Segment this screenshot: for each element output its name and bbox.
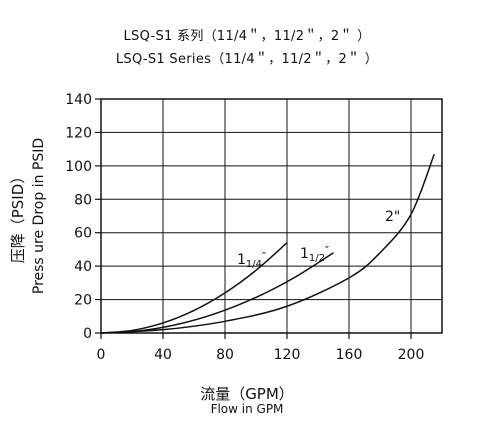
x-tick-label: 80 bbox=[216, 347, 234, 363]
x-axis-label-cn: 流量（GPM） bbox=[200, 385, 294, 403]
x-axis-label-en: Flow in GPM bbox=[210, 402, 284, 416]
series-curves bbox=[100, 153, 435, 334]
series-curve bbox=[100, 242, 288, 334]
y-tick-label: 20 bbox=[74, 293, 92, 309]
x-tick-label: 40 bbox=[154, 347, 172, 363]
y-tick-label: 60 bbox=[74, 226, 92, 242]
series-curve bbox=[100, 153, 435, 334]
axis-ticks: 0 20 40 60 80 100 120 140 0 40 80 120 160 200 bbox=[65, 92, 424, 363]
x-tick-label: 120 bbox=[274, 347, 301, 363]
y-tick-label: 40 bbox=[74, 259, 92, 275]
y-tick-label: 80 bbox=[74, 192, 92, 208]
x-tick-label: 160 bbox=[336, 347, 363, 363]
plot-frame bbox=[100, 98, 443, 334]
y-axis-label-cn: 压降（PSID） bbox=[9, 169, 27, 264]
series-labels: 11/4″ 11/2″ 2" bbox=[237, 209, 400, 270]
y-tick-label: 100 bbox=[65, 159, 92, 175]
series-label: 11/2″ bbox=[300, 244, 329, 264]
chart-title-en: LSQ-S1 Series（11/4＂，11/2＂，2＂ ） bbox=[115, 52, 379, 67]
y-tick-label: 0 bbox=[83, 326, 92, 342]
y-tick-label: 140 bbox=[65, 92, 92, 108]
y-axis-label-en: Press ure Drop in PSID bbox=[31, 138, 47, 294]
chart-title-cn: LSQ-S1 系列（11/4＂，11/2＂，2＂ ） bbox=[123, 29, 371, 44]
y-tick-label: 120 bbox=[65, 125, 92, 141]
series-label: 2" bbox=[385, 209, 400, 225]
x-tick-label: 0 bbox=[97, 347, 106, 363]
series-label: 11/4″ bbox=[237, 250, 266, 270]
series-curve bbox=[100, 252, 334, 334]
x-tick-label: 200 bbox=[398, 347, 425, 363]
